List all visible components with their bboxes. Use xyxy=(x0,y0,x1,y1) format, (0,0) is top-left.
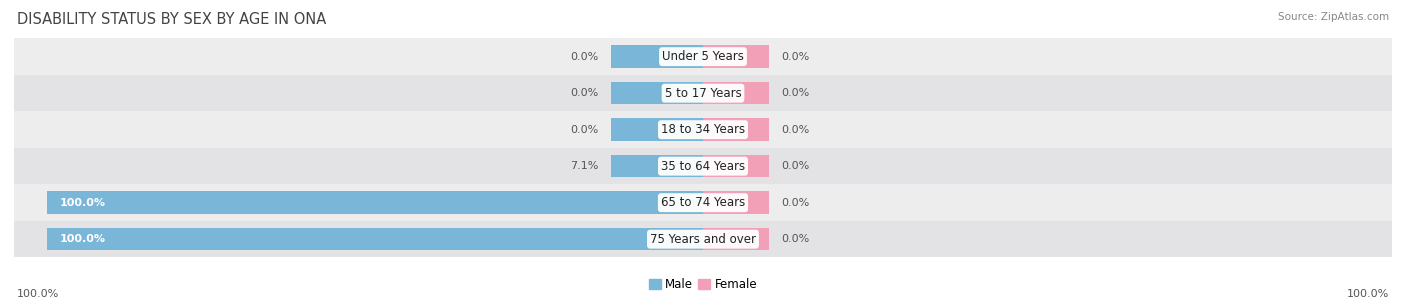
Bar xyxy=(14,221,1392,257)
Text: 100.0%: 100.0% xyxy=(1347,289,1389,299)
Bar xyxy=(46,191,703,214)
Bar xyxy=(703,155,769,178)
Text: 100.0%: 100.0% xyxy=(17,289,59,299)
Bar xyxy=(703,118,769,141)
Bar xyxy=(703,191,769,214)
Text: 0.0%: 0.0% xyxy=(569,125,598,135)
Bar xyxy=(14,75,1392,111)
Bar xyxy=(612,228,703,250)
Text: Source: ZipAtlas.com: Source: ZipAtlas.com xyxy=(1278,12,1389,22)
Bar xyxy=(46,228,703,250)
Bar xyxy=(657,155,703,178)
Bar xyxy=(612,155,703,178)
Text: 0.0%: 0.0% xyxy=(782,161,810,171)
Bar xyxy=(14,111,1392,148)
Text: 65 to 74 Years: 65 to 74 Years xyxy=(661,196,745,209)
Bar xyxy=(703,228,769,250)
Text: 18 to 34 Years: 18 to 34 Years xyxy=(661,123,745,136)
Bar xyxy=(703,82,769,105)
Text: 0.0%: 0.0% xyxy=(569,52,598,62)
Text: 35 to 64 Years: 35 to 64 Years xyxy=(661,160,745,173)
Text: 0.0%: 0.0% xyxy=(782,88,810,98)
Text: 0.0%: 0.0% xyxy=(782,125,810,135)
Text: 0.0%: 0.0% xyxy=(782,198,810,208)
Bar xyxy=(612,82,703,105)
Legend: Male, Female: Male, Female xyxy=(644,274,762,296)
Text: 7.1%: 7.1% xyxy=(569,161,598,171)
Bar xyxy=(612,45,703,68)
Text: Under 5 Years: Under 5 Years xyxy=(662,50,744,63)
Bar xyxy=(14,38,1392,75)
Bar xyxy=(14,185,1392,221)
Bar xyxy=(612,118,703,141)
Text: 75 Years and over: 75 Years and over xyxy=(650,233,756,246)
Text: 100.0%: 100.0% xyxy=(60,198,105,208)
Text: 100.0%: 100.0% xyxy=(60,234,105,244)
Bar xyxy=(703,45,769,68)
Text: 0.0%: 0.0% xyxy=(782,52,810,62)
Text: 0.0%: 0.0% xyxy=(569,88,598,98)
Bar xyxy=(612,191,703,214)
Bar xyxy=(14,148,1392,185)
Text: 0.0%: 0.0% xyxy=(782,234,810,244)
Text: DISABILITY STATUS BY SEX BY AGE IN ONA: DISABILITY STATUS BY SEX BY AGE IN ONA xyxy=(17,12,326,27)
Text: 5 to 17 Years: 5 to 17 Years xyxy=(665,87,741,100)
